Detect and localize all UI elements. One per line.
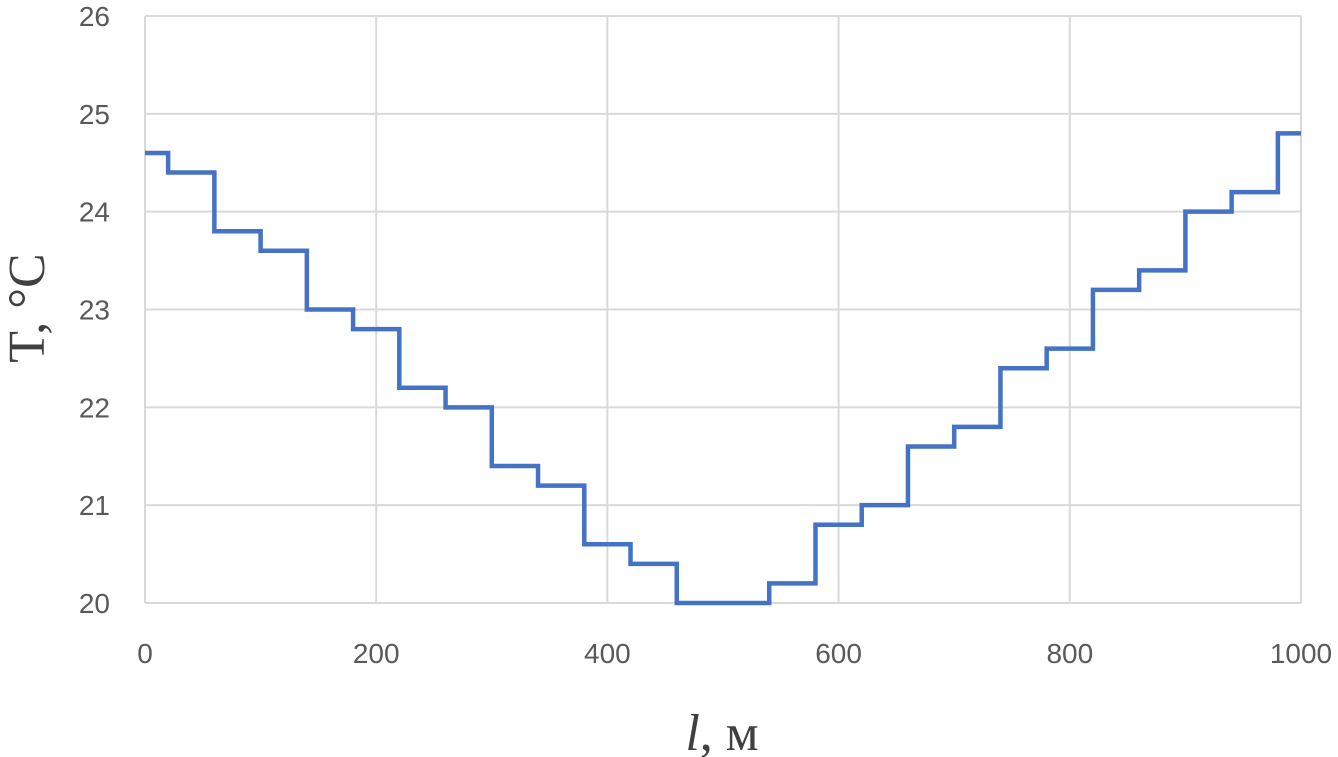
grid-lines — [144, 15, 1302, 604]
y-tick-label: 26 — [79, 1, 110, 32]
y-tick-label: 20 — [79, 588, 110, 619]
x-tick-label: 1000 — [1270, 638, 1332, 669]
y-axis-title: T, °C — [0, 253, 56, 362]
y-tick-label: 24 — [79, 197, 110, 228]
x-axis-variable: l — [685, 705, 699, 757]
x-tick-label: 200 — [353, 638, 400, 669]
x-tick-label: 400 — [584, 638, 631, 669]
y-tick-label: 21 — [79, 490, 110, 521]
x-tick-label: 800 — [1046, 638, 1093, 669]
y-tick-labels: 20 21 22 23 24 25 26 — [79, 1, 110, 619]
y-tick-label: 22 — [79, 392, 110, 423]
series-layer — [145, 131, 1301, 606]
x-tick-label: 600 — [815, 638, 862, 669]
x-tick-label: 0 — [137, 638, 153, 669]
x-tick-labels: 0 200 400 600 800 1000 — [137, 638, 1332, 669]
x-axis-unit: , м — [700, 705, 759, 757]
y-tick-label: 23 — [79, 295, 110, 326]
temperature-series-line — [145, 131, 1301, 606]
x-axis-title: l, м — [685, 705, 758, 757]
y-tick-label: 25 — [79, 99, 110, 130]
